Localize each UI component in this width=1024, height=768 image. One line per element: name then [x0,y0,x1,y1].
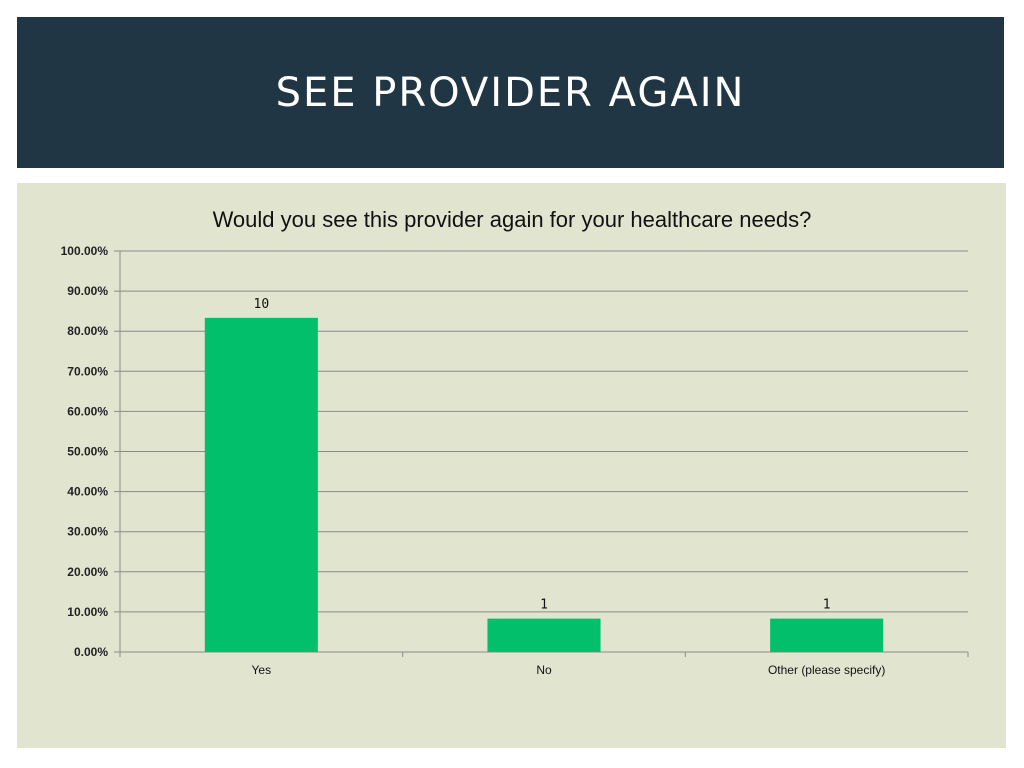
data-label: 1 [540,598,548,613]
slide-header: SEE PROVIDER AGAIN [17,17,1004,168]
x-category-label: Other (please specify) [768,663,885,677]
y-tick-label: 20.00% [67,565,108,579]
chart-title: Would you see this provider again for yo… [213,207,812,232]
y-tick-label: 80.00% [67,324,108,338]
y-tick-label: 0.00% [74,645,108,659]
y-tick-label: 50.00% [67,445,108,459]
slide-title: SEE PROVIDER AGAIN [275,69,746,116]
y-tick-label: 10.00% [67,605,108,619]
bars [204,317,884,652]
chart-panel [17,183,1006,748]
bar [770,618,884,652]
data-label: 1 [823,598,831,613]
y-tick-label: 70.00% [67,364,108,378]
labels: 0.00% 10.00% 20.00% 30.00% 40.00% 50.00% 60.00… [61,244,886,677]
x-category-label: Yes [252,663,272,677]
y-tick-label: 100.00% [61,244,109,258]
bar [487,618,601,652]
data-label: 10 [254,297,270,312]
y-tick-label: 60.00% [67,404,108,418]
y-tick-label: 30.00% [67,525,108,539]
bar [204,317,318,652]
y-tick-label: 40.00% [67,485,108,499]
x-category-label: No [536,663,552,677]
y-tick-label: 90.00% [67,284,108,298]
